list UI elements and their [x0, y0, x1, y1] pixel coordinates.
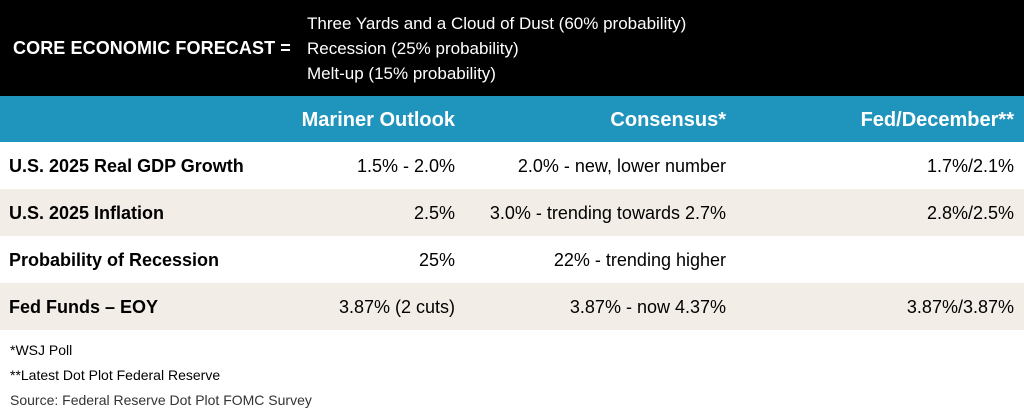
cell-consensus: 2.0% - new, lower number	[517, 156, 726, 176]
header-consensus: Consensus*	[610, 109, 726, 131]
cell-consensus: 3.0% - trending towards 2.7%	[489, 203, 726, 223]
scenario-item: Recession (25% probability)	[307, 39, 519, 58]
scenario-list: Three Yards and a Cloud of Dust (60% pro…	[307, 11, 686, 86]
cell-mariner: 2.5%	[413, 203, 455, 223]
scenario-item: Melt-up (15% probability)	[307, 64, 496, 83]
row-label: U.S. 2025 Inflation	[9, 203, 165, 223]
cell-fed: 2.8%/2.5%	[926, 203, 1014, 223]
table-row: Probability of Recession 25% 22% - trend…	[0, 236, 1024, 283]
table-header: Mariner Outlook Consensus* Fed/December*…	[0, 96, 1024, 142]
cell-mariner: 1.5% - 2.0%	[356, 156, 455, 176]
table-row: Fed Funds – EOY 3.87% (2 cuts) 3.87% - n…	[0, 283, 1024, 330]
table-row: U.S. 2025 Real GDP Growth 1.5% - 2.0% 2.…	[0, 142, 1024, 189]
footnotes: *WSJ Poll **Latest Dot Plot Federal Rese…	[10, 338, 312, 413]
cell-fed: 3.87%/3.87%	[906, 297, 1014, 317]
row-label: U.S. 2025 Real GDP Growth	[9, 156, 244, 176]
header-mariner-outlook: Mariner Outlook	[301, 109, 455, 131]
row-label: Fed Funds – EOY	[9, 297, 159, 317]
cell-mariner: 3.87% (2 cuts)	[338, 297, 455, 317]
cell-consensus: 22% - trending higher	[553, 250, 726, 270]
scenario-item: Three Yards and a Cloud of Dust (60% pro…	[307, 14, 687, 33]
cell-mariner: 25%	[418, 250, 455, 270]
banner-label: CORE ECONOMIC FORECAST =	[13, 38, 291, 58]
cell-consensus: 3.87% - now 4.37%	[569, 297, 726, 317]
header-fed-december: Fed/December**	[860, 109, 1014, 131]
table-row: U.S. 2025 Inflation 2.5% 3.0% - trending…	[0, 189, 1024, 236]
footnote-consensus: *WSJ Poll	[10, 342, 73, 358]
footnote-fed: **Latest Dot Plot Federal Reserve	[10, 367, 221, 383]
row-label: Probability of Recession	[9, 250, 220, 270]
cell-fed: 1.7%/2.1%	[926, 156, 1014, 176]
forecast-banner: CORE ECONOMIC FORECAST = Three Yards and…	[0, 0, 1024, 96]
source-note: Source: Federal Reserve Dot Plot FOMC Su…	[10, 392, 312, 408]
